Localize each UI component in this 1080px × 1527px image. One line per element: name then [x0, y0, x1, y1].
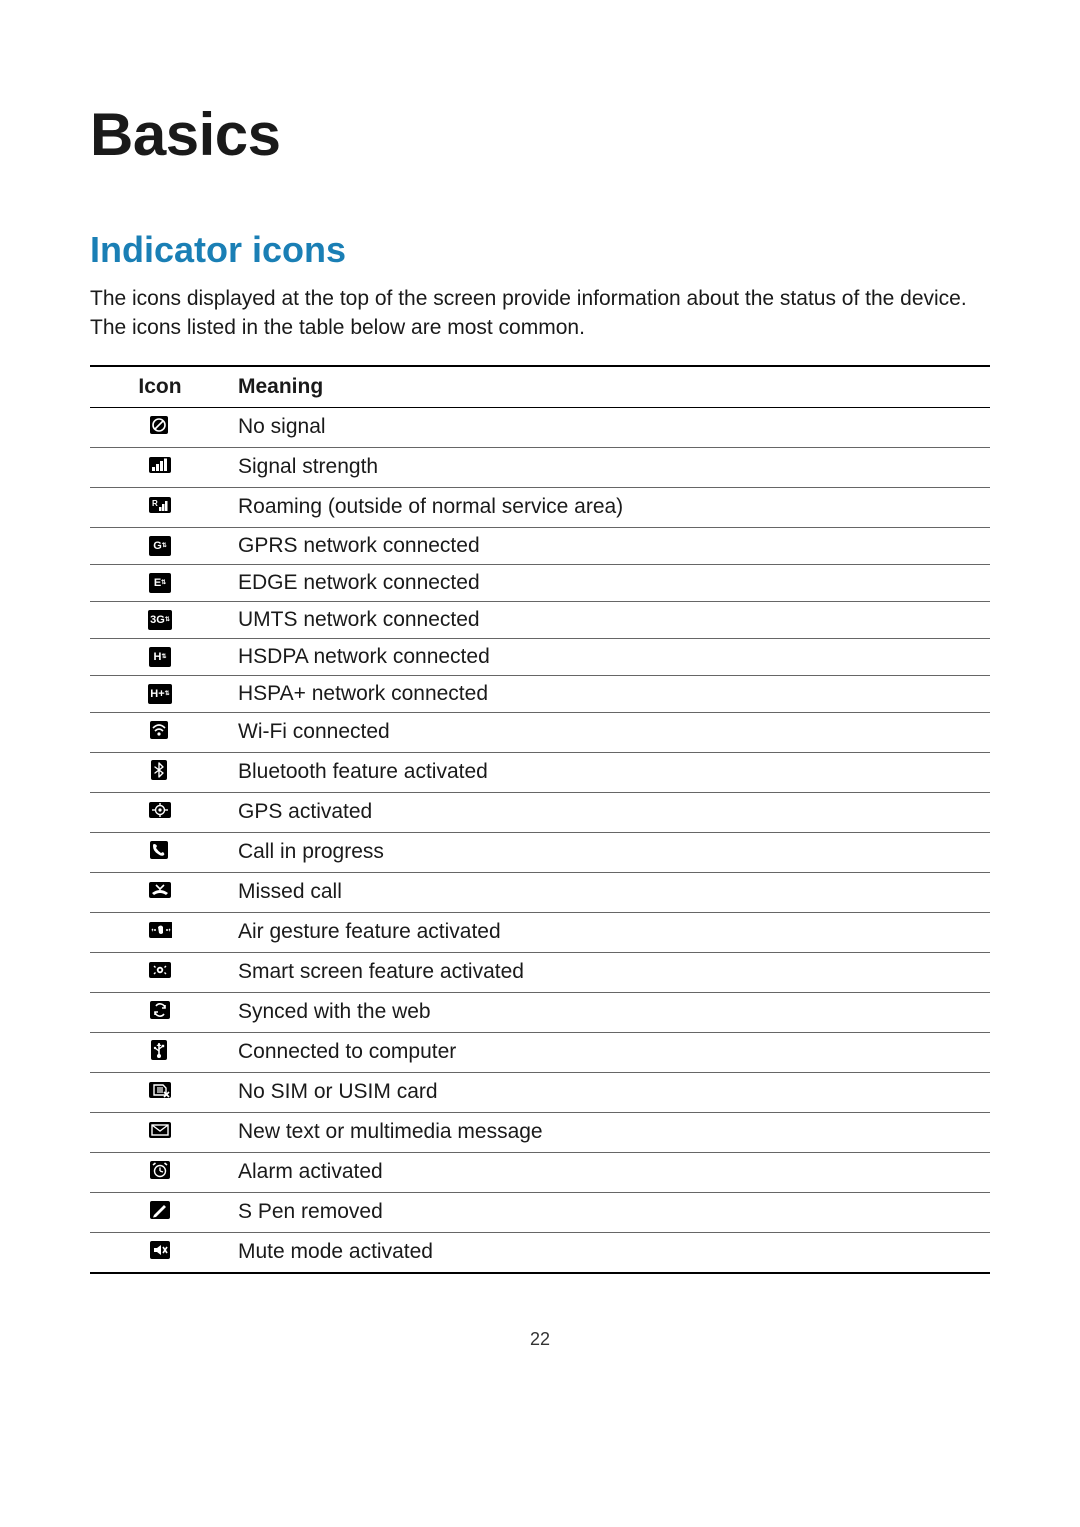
- icon-table: Icon Meaning No signalSignal strengthRoa…: [90, 365, 990, 1274]
- umts-icon-label: 3G⇅: [148, 610, 172, 630]
- table-row: Mute mode activated: [90, 1232, 990, 1273]
- hsdpa-icon-label: H⇅: [149, 647, 171, 667]
- gprs-icon-label: G⇅: [149, 536, 171, 556]
- signal-icon: [90, 447, 230, 487]
- meaning-cell: No SIM or USIM card: [230, 1072, 990, 1112]
- col-meaning: Meaning: [230, 366, 990, 408]
- s-pen-icon: [90, 1192, 230, 1232]
- meaning-cell: Missed call: [230, 872, 990, 912]
- meaning-cell: Smart screen feature activated: [230, 952, 990, 992]
- smart-screen-icon: [90, 952, 230, 992]
- meaning-cell: GPRS network connected: [230, 527, 990, 564]
- meaning-cell: Signal strength: [230, 447, 990, 487]
- alarm-icon: [90, 1152, 230, 1192]
- table-row: GPS activated: [90, 792, 990, 832]
- table-row: 3G⇅ UMTS network connected: [90, 601, 990, 638]
- table-row: Signal strength: [90, 447, 990, 487]
- meaning-cell: HSDPA network connected: [230, 638, 990, 675]
- table-row: Missed call: [90, 872, 990, 912]
- wifi-icon: [90, 712, 230, 752]
- table-row: E⇅ EDGE network connected: [90, 564, 990, 601]
- section-title: Indicator icons: [90, 229, 990, 271]
- page-title: Basics: [90, 100, 990, 169]
- col-icon: Icon: [90, 366, 230, 408]
- meaning-cell: Call in progress: [230, 832, 990, 872]
- meaning-cell: Wi-Fi connected: [230, 712, 990, 752]
- message-icon: [90, 1112, 230, 1152]
- missed-call-icon: [90, 872, 230, 912]
- umts-icon: 3G⇅: [90, 601, 230, 638]
- table-row: New text or multimedia message: [90, 1112, 990, 1152]
- gprs-icon: G⇅: [90, 527, 230, 564]
- meaning-cell: Synced with the web: [230, 992, 990, 1032]
- meaning-cell: Bluetooth feature activated: [230, 752, 990, 792]
- gps-icon: [90, 792, 230, 832]
- meaning-cell: Air gesture feature activated: [230, 912, 990, 952]
- meaning-cell: UMTS network connected: [230, 601, 990, 638]
- table-row: Connected to computer: [90, 1032, 990, 1072]
- table-row: Roaming (outside of normal service area): [90, 487, 990, 527]
- meaning-cell: HSPA+ network connected: [230, 675, 990, 712]
- sync-icon: [90, 992, 230, 1032]
- hspa+-icon-label: H+⇅: [148, 684, 171, 704]
- usb-icon: [90, 1032, 230, 1072]
- table-row: G⇅ GPRS network connected: [90, 527, 990, 564]
- table-row: H+⇅ HSPA+ network connected: [90, 675, 990, 712]
- hspa+-icon: H+⇅: [90, 675, 230, 712]
- meaning-cell: Connected to computer: [230, 1032, 990, 1072]
- air-gesture-icon: [90, 912, 230, 952]
- no-signal-icon: [90, 407, 230, 447]
- meaning-cell: Alarm activated: [230, 1152, 990, 1192]
- edge-icon: E⇅: [90, 564, 230, 601]
- table-row: H⇅ HSDPA network connected: [90, 638, 990, 675]
- meaning-cell: EDGE network connected: [230, 564, 990, 601]
- table-row: S Pen removed: [90, 1192, 990, 1232]
- roaming-icon: [90, 487, 230, 527]
- hsdpa-icon: H⇅: [90, 638, 230, 675]
- page-number: 22: [90, 1329, 990, 1350]
- table-row: Call in progress: [90, 832, 990, 872]
- table-row: No SIM or USIM card: [90, 1072, 990, 1112]
- table-row: Alarm activated: [90, 1152, 990, 1192]
- meaning-cell: GPS activated: [230, 792, 990, 832]
- page: Basics Indicator icons The icons display…: [0, 0, 1080, 1390]
- edge-icon-label: E⇅: [149, 573, 171, 593]
- table-row: Wi-Fi connected: [90, 712, 990, 752]
- table-row: Air gesture feature activated: [90, 912, 990, 952]
- table-row: No signal: [90, 407, 990, 447]
- mute-icon: [90, 1232, 230, 1273]
- table-row: Bluetooth feature activated: [90, 752, 990, 792]
- no-sim-icon: [90, 1072, 230, 1112]
- bluetooth-icon: [90, 752, 230, 792]
- meaning-cell: Mute mode activated: [230, 1232, 990, 1273]
- meaning-cell: Roaming (outside of normal service area): [230, 487, 990, 527]
- table-row: Synced with the web: [90, 992, 990, 1032]
- table-row: Smart screen feature activated: [90, 952, 990, 992]
- meaning-cell: S Pen removed: [230, 1192, 990, 1232]
- meaning-cell: New text or multimedia message: [230, 1112, 990, 1152]
- section-intro: The icons displayed at the top of the sc…: [90, 285, 990, 343]
- meaning-cell: No signal: [230, 407, 990, 447]
- call-icon: [90, 832, 230, 872]
- table-header-row: Icon Meaning: [90, 366, 990, 408]
